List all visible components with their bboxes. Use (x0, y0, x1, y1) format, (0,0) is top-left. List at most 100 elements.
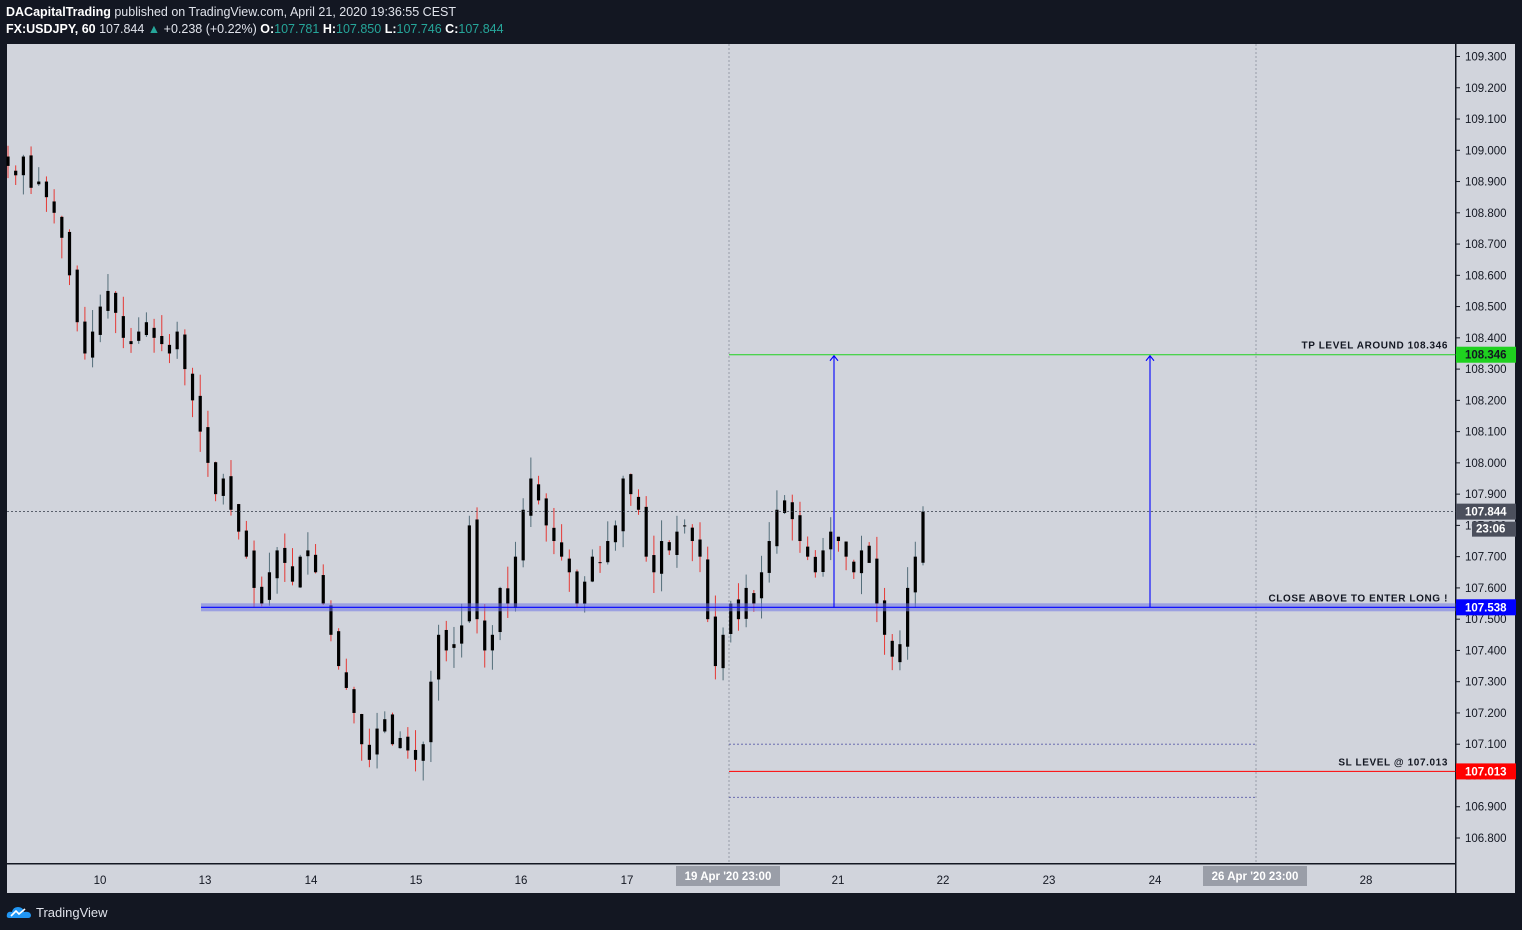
candle (283, 533, 287, 582)
candle-body (160, 336, 164, 345)
x-tick-label: 28 (1360, 875, 1373, 887)
candle (821, 537, 825, 577)
candle-body (590, 556, 594, 582)
candle-body (21, 156, 25, 176)
high-value: 107.850 (336, 22, 382, 36)
candle-body (290, 566, 295, 582)
candle (421, 741, 425, 781)
candle (306, 532, 310, 575)
candle (44, 176, 49, 212)
candle (114, 291, 118, 334)
y-tick-label: 108.700 (1465, 239, 1507, 251)
candle-body (529, 478, 533, 516)
entry-price-label: 107.538 (1465, 602, 1507, 614)
publisher-name[interactable]: DACapitalTrading (6, 5, 111, 19)
candle-body (14, 170, 18, 176)
y-tick-label: 107.100 (1465, 739, 1507, 751)
entry-annotation: CLOSE ABOVE TO ENTER LONG ! (1268, 593, 1448, 604)
candle-body (321, 575, 325, 604)
candle-body (567, 558, 571, 573)
candle-body (267, 572, 272, 600)
tradingview-logo[interactable]: TradingView (6, 901, 108, 923)
candle (436, 624, 441, 701)
candle-body (444, 629, 448, 651)
tradingview-brand: TradingView (36, 904, 108, 920)
y-tick-label: 108.000 (1465, 458, 1507, 470)
candle-body (536, 484, 541, 501)
candle-body (521, 509, 525, 561)
candle-body (606, 541, 610, 563)
price-axis[interactable] (1456, 44, 1515, 893)
entry-price-label-bg (1456, 599, 1516, 616)
y-tick-label: 108.800 (1465, 208, 1507, 220)
candle-body (114, 292, 118, 313)
candle (206, 410, 210, 477)
candle (452, 626, 456, 668)
candle (560, 524, 564, 561)
candle-body (460, 625, 464, 644)
candle-body (798, 515, 802, 542)
candle-body (337, 631, 341, 667)
candle-body (629, 474, 633, 495)
candle-body (467, 525, 471, 622)
candle-body (906, 587, 910, 647)
published-text: published on TradingView.com, April 21, … (114, 5, 457, 19)
candle (398, 731, 402, 749)
x-tick-label: 13 (199, 875, 212, 887)
sl-price-label: 107.013 (1465, 766, 1507, 778)
candle-body (352, 689, 356, 713)
candle-body (137, 331, 141, 341)
candle (659, 520, 664, 592)
candle (667, 540, 671, 556)
candle-body (75, 269, 79, 323)
x-tick-label: 23 (1043, 875, 1056, 887)
candle-body (60, 216, 64, 238)
candle (429, 670, 433, 763)
current-price-label-bg (1456, 503, 1516, 520)
candle (229, 460, 233, 516)
y-tick-label: 107.900 (1465, 489, 1507, 501)
candle-body (675, 531, 679, 555)
candle-body (237, 504, 241, 532)
candle-body (344, 672, 348, 688)
candle (636, 489, 641, 515)
low-value: 107.746 (396, 22, 442, 36)
candle-body (575, 571, 579, 604)
candle-body (544, 498, 548, 526)
candle (483, 604, 487, 668)
candle (829, 517, 833, 561)
open-value: 107.781 (274, 22, 320, 36)
candle-body (37, 181, 41, 185)
candle (590, 549, 594, 583)
sl-price-label-bg (1456, 763, 1516, 780)
candle-body (667, 542, 671, 551)
symbol-name[interactable]: FX:USDJPY, 60 (6, 22, 96, 36)
candle (137, 317, 141, 344)
candle (844, 541, 848, 571)
candle (867, 542, 871, 563)
candle (575, 569, 579, 608)
arrow-head-icon (1145, 354, 1155, 362)
y-tick-label: 108.200 (1465, 395, 1507, 407)
candle (767, 522, 771, 583)
tp-annotation: TP LEVEL AROUND 108.346 (1302, 341, 1448, 352)
candle-body (890, 640, 894, 657)
range-end-label: 26 Apr '20 23:00 (1212, 871, 1299, 883)
candle (790, 494, 794, 541)
countdown-label: 23:06 (1476, 524, 1505, 536)
candle (806, 536, 810, 561)
candle (160, 315, 164, 352)
candle (775, 490, 779, 554)
candle (698, 522, 702, 573)
candle (152, 318, 156, 353)
candle-body (759, 572, 764, 599)
candle-body (813, 556, 817, 573)
candle-body (683, 525, 687, 527)
candle (529, 457, 533, 528)
candle-body (560, 542, 564, 557)
plot-area[interactable] (7, 44, 1455, 863)
arrow-head-icon (829, 354, 839, 362)
x-tick-label: 10 (94, 875, 107, 887)
x-tick-label: 17 (621, 875, 634, 887)
